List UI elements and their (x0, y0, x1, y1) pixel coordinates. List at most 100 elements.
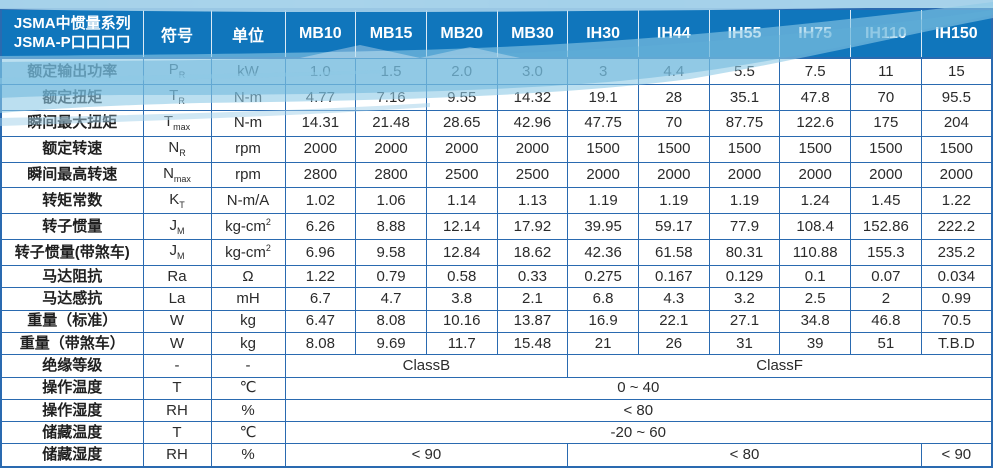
spec-value-span: < 80 (567, 443, 922, 468)
spec-value: 12.14 (425, 213, 498, 241)
spec-value: 3.2 (708, 287, 781, 311)
row-unit: kg (210, 309, 286, 333)
spec-value: 39.95 (567, 213, 639, 241)
row-symbol: JM (142, 239, 212, 267)
spec-value: 70 (850, 84, 922, 111)
row-unit: rpm (210, 135, 286, 163)
spec-value: 8.08 (355, 309, 427, 333)
spec-value: 0.275 (567, 265, 639, 289)
spec-value: 2000 (850, 161, 922, 189)
symbol-column-header: 符号 (142, 9, 212, 59)
spec-row: 马达感抗 La mH 6.7 4.7 3.8 2.1 6.8 4.3 3.2 2.5 2 0.99 (0, 287, 993, 311)
row-unit: kg (210, 331, 286, 356)
spec-value: 47.8 (779, 84, 852, 111)
spec-value: 2.1 (496, 287, 569, 311)
symbol-subscript: R (178, 70, 186, 81)
spec-value: 5.5 (708, 57, 781, 86)
spec-value: 4.77 (284, 84, 357, 111)
spec-value: 2000 (425, 135, 498, 163)
spec-value: 0.99 (920, 287, 993, 311)
spec-value: 2000 (637, 161, 710, 189)
spec-value: 42.36 (567, 239, 639, 267)
spec-value: 152.86 (850, 213, 922, 241)
spec-row: 额定扭矩 TR N-m 4.77 7.16 9.55 14.32 19.1 28 35.1 47.8… (0, 84, 993, 111)
spec-row: 操作温度 T ℃ 0 ~ 40 (0, 376, 993, 400)
symbol-subscript: max (173, 122, 191, 133)
spec-value: 28 (637, 84, 710, 111)
spec-value: 2800 (284, 161, 357, 189)
symbol-main: T (172, 379, 182, 397)
header-row: JSMA中惯量系列 JSMA-P口口口口 符号 单位 MB10 MB15 MB20 M… (1, 9, 992, 59)
spec-value: 70 (637, 109, 710, 137)
symbol-subscript: M (177, 251, 185, 262)
spec-value: 0.034 (920, 265, 993, 289)
row-label: 瞬间最大扭矩 (0, 109, 144, 137)
spec-value: 1500 (567, 135, 639, 163)
unit-text: mH (236, 290, 260, 308)
series-title-line1: JSMA中惯量系列 (13, 14, 131, 32)
spec-value: 6.96 (284, 239, 357, 267)
spec-value: 8.08 (284, 331, 357, 356)
unit-superscript: 2 (265, 243, 271, 254)
row-symbol: Nmax (142, 161, 212, 189)
model-column-header-mb15: MB15 (355, 9, 427, 59)
spec-row: 转矩常数 KT N-m/A 1.02 1.06 1.14 1.13 1.19 1.19 1.19 1… (0, 187, 993, 215)
spec-row: 瞬间最大扭矩 Tmax N-m 14.31 21.48 28.65 42.96 47.75 70… (0, 109, 993, 137)
row-label: 操作湿度 (0, 398, 144, 423)
spec-value-span: < 90 (284, 443, 569, 468)
symbol-main: J (169, 216, 178, 234)
model-column-header-mb30: MB30 (496, 9, 568, 59)
spec-value: 2800 (355, 161, 427, 189)
spec-value: 34.8 (779, 309, 852, 333)
spec-value: 26 (637, 331, 710, 356)
unit-text: N-m/A (226, 192, 270, 210)
row-symbol: JM (142, 213, 212, 241)
row-unit: N-m/A (210, 187, 286, 215)
spec-value: 2.0 (425, 57, 498, 86)
row-unit: N-m (210, 109, 286, 137)
symbol-main: RH (166, 401, 188, 419)
spec-value: 8.88 (355, 213, 427, 241)
spec-value: 110.88 (779, 239, 852, 267)
spec-value: 14.32 (496, 84, 569, 111)
spec-value: 108.4 (779, 213, 852, 241)
row-unit: % (210, 398, 286, 423)
spec-value: 9.69 (355, 331, 427, 356)
spec-value: 204 (920, 109, 993, 137)
row-symbol: RH (142, 443, 212, 468)
row-unit: ℃ (210, 376, 286, 400)
spec-value: 2500 (425, 161, 498, 189)
spec-value-span: -20 ~ 60 (284, 421, 993, 445)
row-label: 操作温度 (0, 376, 144, 400)
spec-value: 35.1 (708, 84, 781, 111)
symbol-main: T (163, 113, 174, 131)
spec-value-span: ClassB (284, 354, 569, 378)
row-label: 转子惯量 (0, 213, 144, 241)
spec-row: 额定输出功率 PR kW 1.0 1.5 2.0 3.0 3 4.4 5.5 7.5 11 15 (0, 57, 993, 86)
spec-value: 6.8 (567, 287, 639, 311)
spec-value: 12.84 (425, 239, 498, 267)
row-label: 转矩常数 (0, 187, 144, 215)
unit-text: N-m (233, 114, 263, 132)
row-unit: N-m (210, 84, 286, 111)
row-unit: - (210, 354, 286, 378)
spec-value: 27.1 (708, 309, 781, 333)
spec-value: 3.0 (496, 57, 569, 86)
symbol-main: T (172, 423, 182, 441)
spec-value: 22.1 (637, 309, 710, 333)
spec-value: 155.3 (850, 239, 922, 267)
spec-value: 1.19 (567, 187, 639, 215)
spec-value: 87.75 (708, 109, 781, 137)
spec-value: 1.14 (425, 187, 498, 215)
spec-value-span: < 80 (284, 398, 993, 423)
row-unit: % (210, 443, 286, 468)
row-label: 额定转速 (0, 135, 144, 163)
row-unit: kg-cm2 (210, 239, 286, 267)
spec-value: 4.3 (637, 287, 710, 311)
spec-value: 18.62 (496, 239, 569, 267)
spec-value: 6.26 (284, 213, 357, 241)
spec-value: 2500 (496, 161, 569, 189)
spec-value: 122.6 (779, 109, 852, 137)
spec-value: 222.2 (920, 213, 993, 241)
